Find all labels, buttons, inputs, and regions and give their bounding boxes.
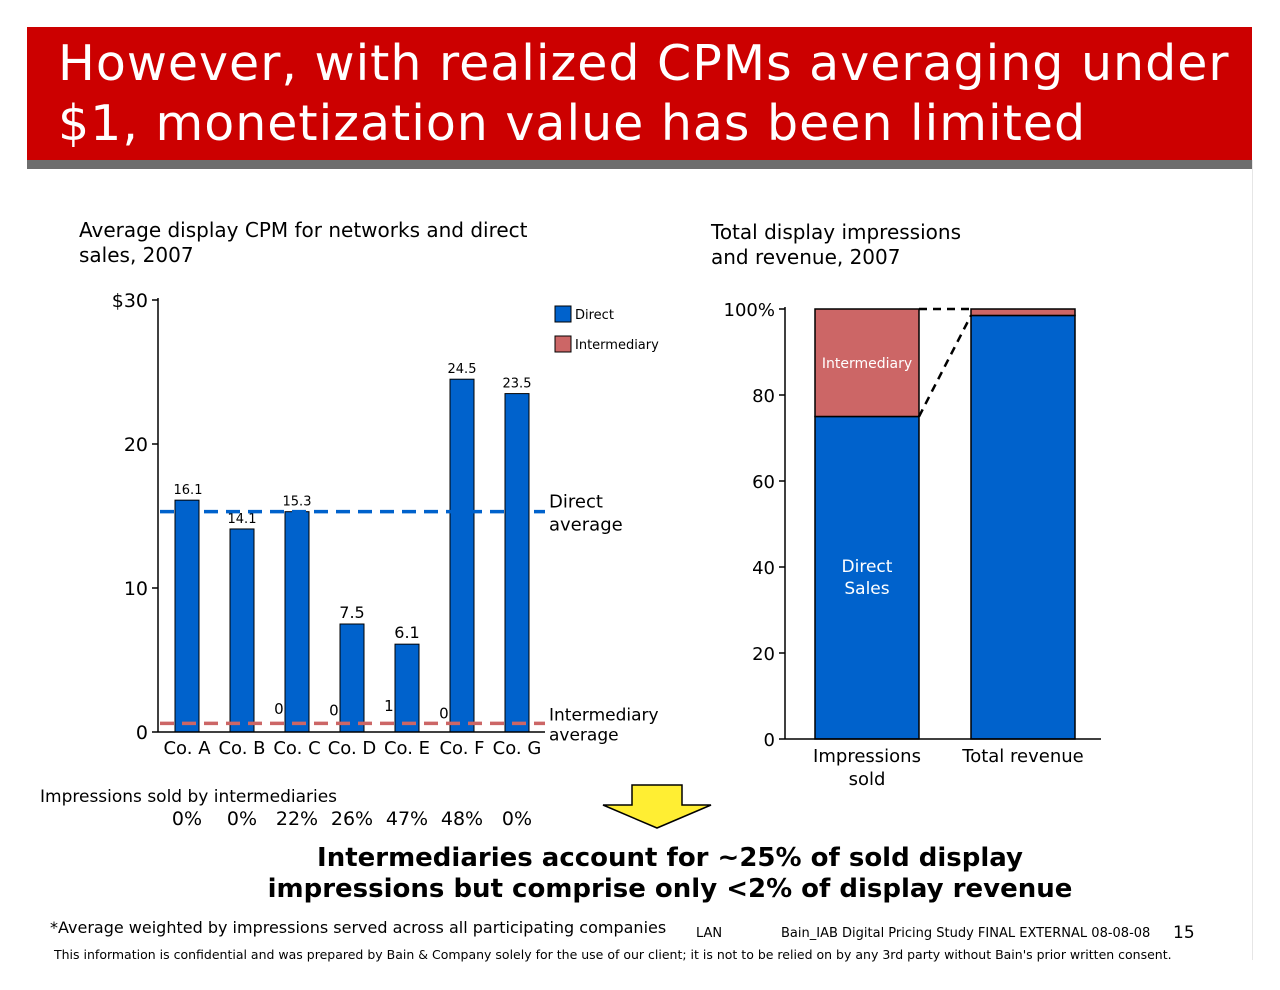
y-tick-label: 10	[124, 578, 148, 600]
direct-bar	[229, 528, 255, 733]
connector-line	[917, 314, 973, 418]
impressions-label: Impressions sold by intermediaries	[40, 787, 338, 807]
title-bar	[27, 27, 1252, 160]
y-tick-label: 0	[764, 730, 775, 751]
footnote: *Average weighted by impressions served …	[50, 918, 667, 937]
segment-label: Sales	[844, 579, 889, 599]
y-tick-label: 40	[752, 558, 775, 579]
impressions-pct: 0%	[501, 808, 533, 830]
legend-label: Direct	[575, 308, 614, 323]
y-tick-label: 20	[124, 434, 148, 456]
x-tick-label: Co. B	[218, 738, 265, 759]
direct-bar-label: 16.1	[174, 483, 203, 498]
x-tick-label: Co. G	[493, 738, 542, 759]
direct-bar-label: 23.5	[503, 377, 532, 392]
direct-average-label: average	[549, 515, 623, 536]
conclusion-text: Intermediaries account for ~25% of sold …	[267, 843, 1073, 904]
legend-swatch	[554, 335, 572, 353]
x-tick-label: Co. A	[163, 738, 211, 759]
direct-bar-label: 6.1	[394, 623, 419, 642]
y-tick-label: 100%	[724, 300, 775, 321]
x-tick-label: Co. D	[328, 738, 377, 759]
impressions-pct: 47%	[385, 808, 429, 830]
direct-average-label: Direct	[549, 492, 603, 513]
page-number: 15	[1173, 923, 1195, 943]
direct-bar	[174, 499, 200, 733]
legend-label: Intermediary	[575, 338, 659, 353]
direct-segment	[814, 415, 920, 740]
direct-bar	[504, 393, 530, 733]
direct-bar-label: 24.5	[448, 362, 477, 377]
x-tick-label: Impressions	[813, 746, 921, 767]
x-tick-label: Co. F	[439, 738, 484, 759]
impressions-pct: 22%	[275, 808, 319, 830]
impressions-pct: 0%	[226, 808, 258, 830]
direct-bar-label: 14.1	[228, 512, 257, 527]
direct-bar-label: 15.3	[283, 495, 312, 510]
x-tick-label: Co. E	[384, 738, 430, 759]
y-tick-label: 60	[752, 472, 775, 493]
x-tick-label: Co. C	[273, 738, 320, 759]
intermediary-segment	[970, 308, 1076, 317]
confidential-note: This information is confidential and was…	[54, 947, 1172, 962]
down-arrow-icon	[602, 784, 712, 829]
direct-bar	[339, 623, 365, 733]
x-tick-label: Total revenue	[961, 746, 1083, 767]
direct-bar	[284, 511, 310, 733]
segment-label: Intermediary	[822, 356, 912, 372]
impressions-pct: 0%	[171, 808, 203, 830]
x-tick-label: sold	[849, 769, 886, 790]
segment-label: Direct	[842, 557, 893, 577]
impressions-pct: 26%	[330, 808, 374, 830]
y-tick-label: 0	[136, 722, 148, 744]
impressions-pct: 48%	[440, 808, 484, 830]
footer-study: Bain_IAB Digital Pricing Study FINAL EXT…	[781, 926, 1151, 941]
footer-code: LAN	[696, 926, 723, 941]
intermediary-average-label: Intermediary	[549, 705, 659, 725]
y-tick-label: 20	[752, 644, 775, 665]
legend-swatch	[554, 305, 572, 323]
y-tick-label: $30	[112, 290, 148, 312]
y-tick-label: 80	[752, 386, 775, 407]
right-divider	[1252, 160, 1253, 960]
left-chart-title: Average display CPM for networks and dir…	[79, 218, 528, 267]
direct-bar	[394, 643, 420, 733]
intermediary-segment	[814, 308, 920, 418]
intermediary-average-label: average	[549, 725, 619, 745]
direct-bar-label: 7.5	[339, 603, 364, 622]
page-title: However, with realized CPMs averaging un…	[58, 35, 1230, 152]
direct-segment	[970, 314, 1076, 740]
direct-bar	[449, 378, 475, 733]
right-chart-title: Total display impressions and revenue, 2…	[711, 220, 961, 269]
title-underline	[27, 160, 1252, 169]
